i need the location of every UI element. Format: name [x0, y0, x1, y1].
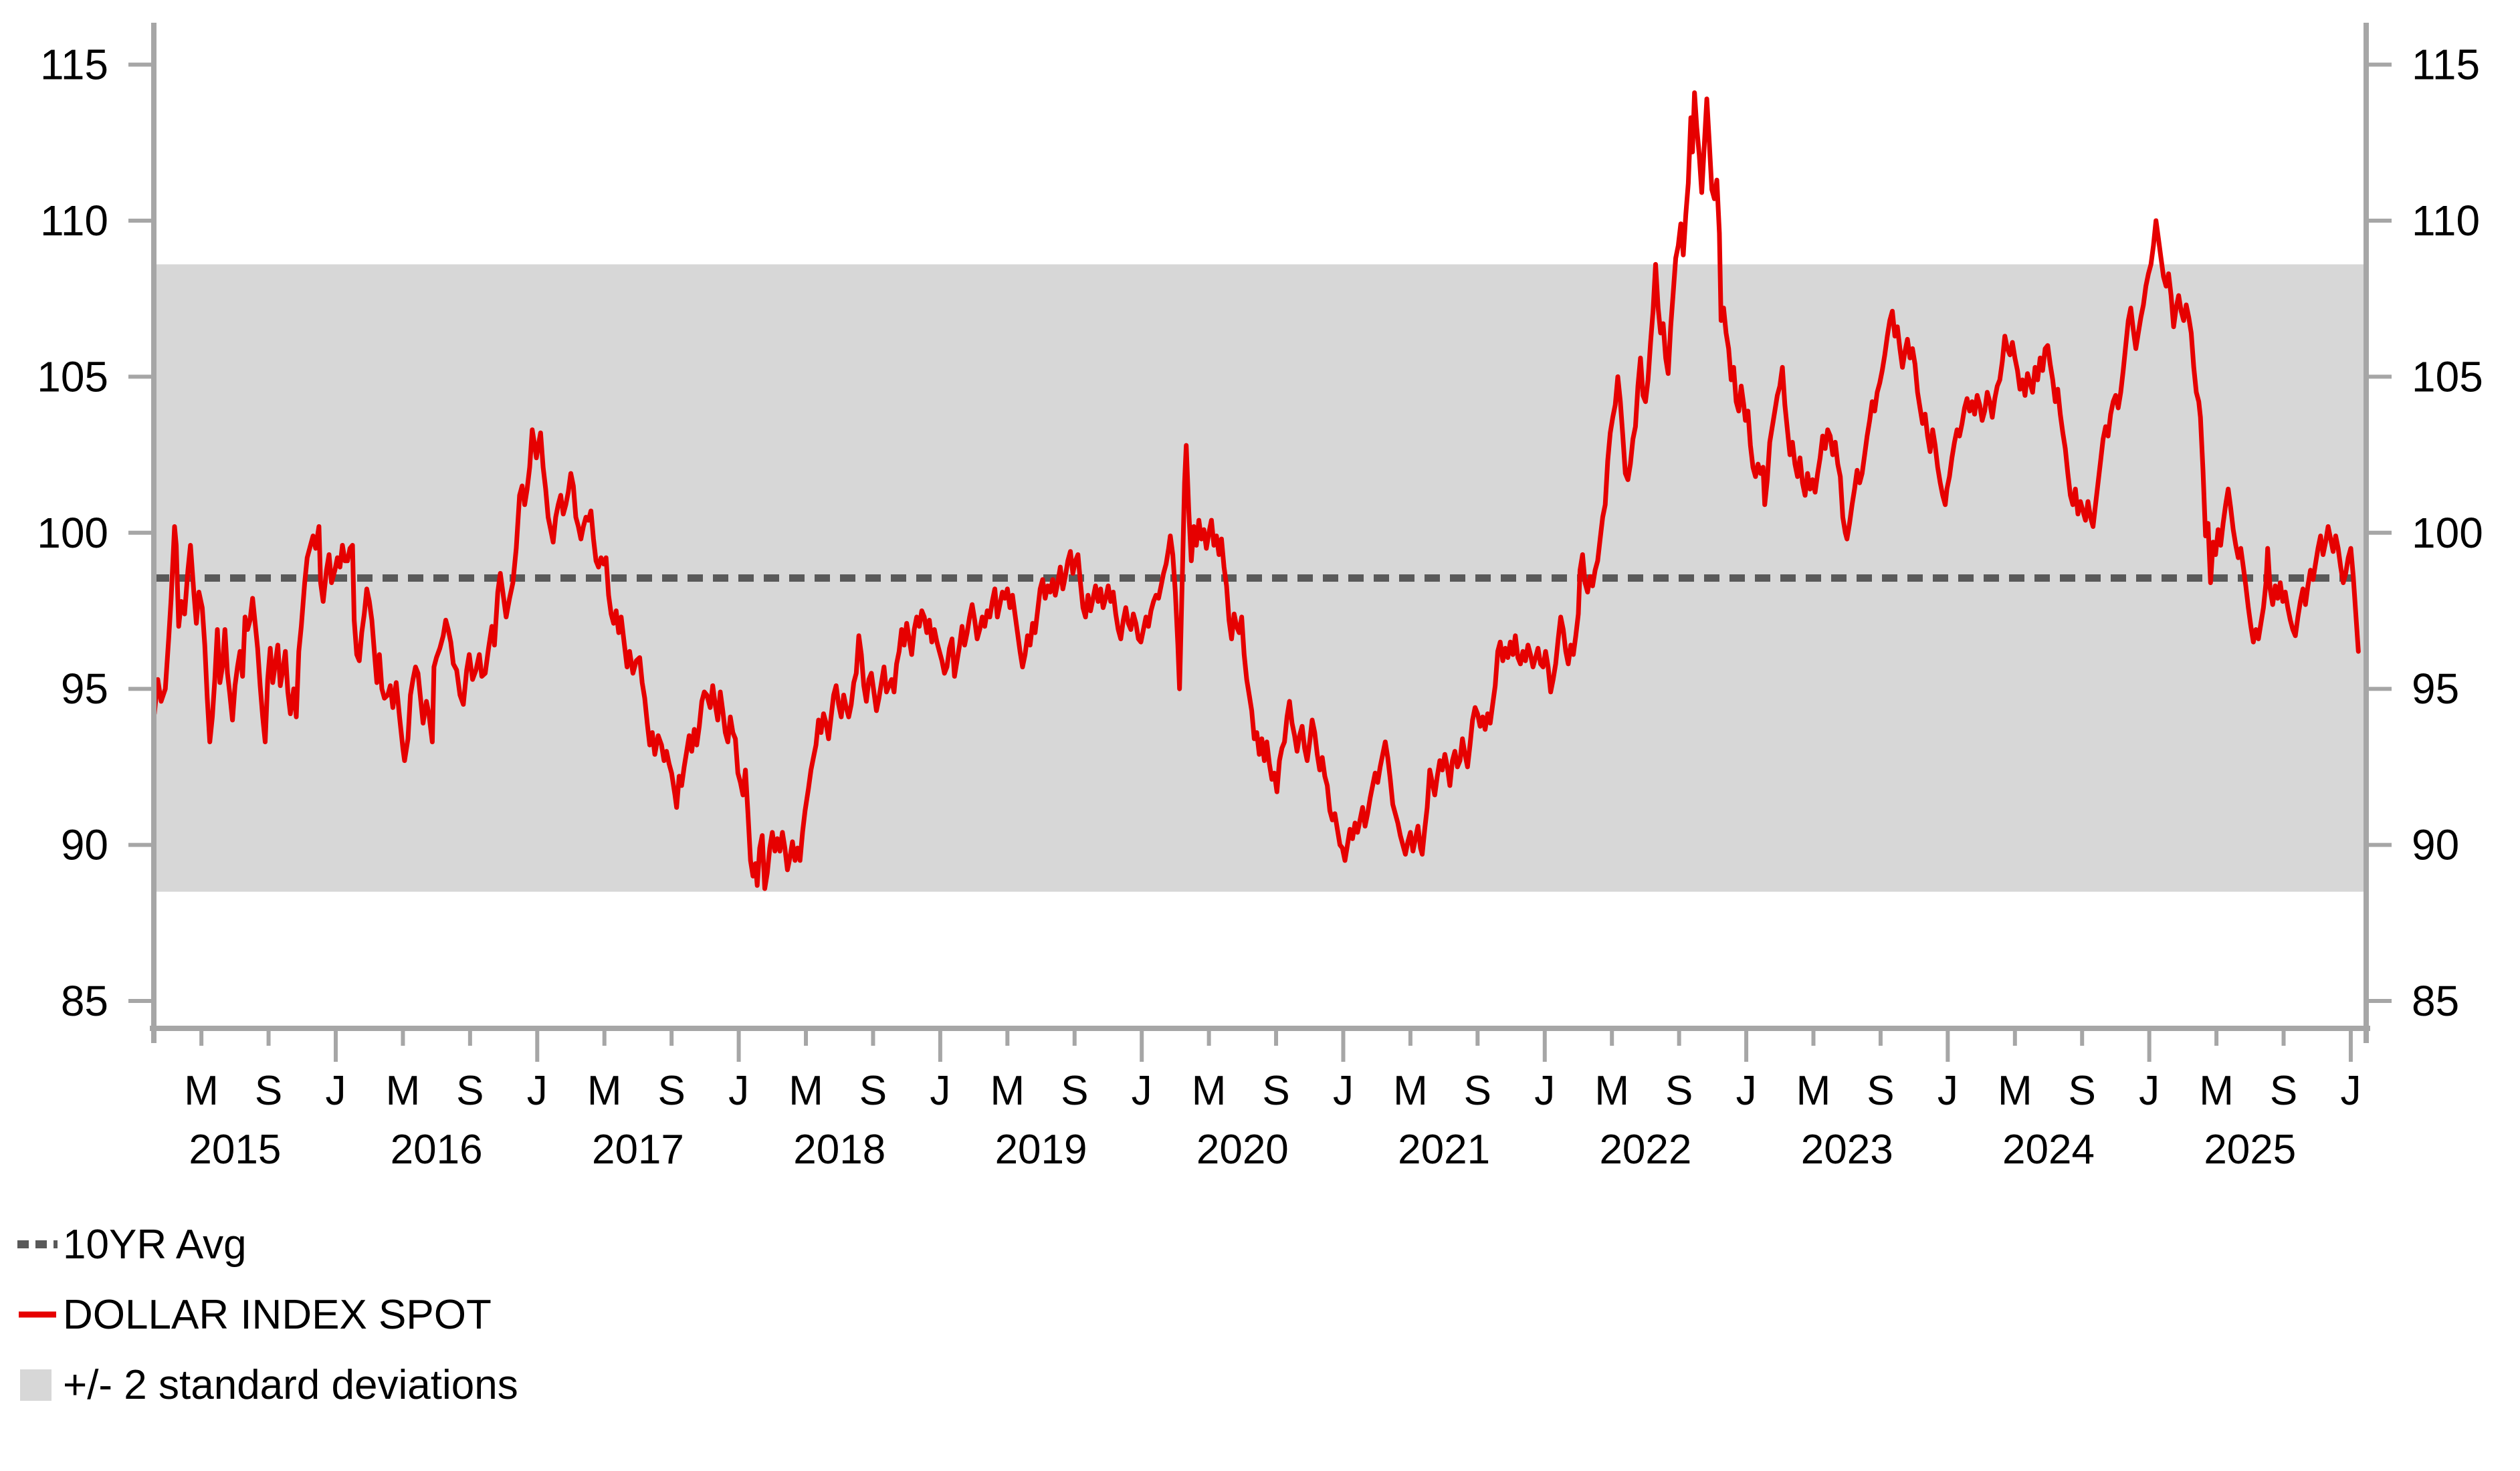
legend-label-10yr-avg: 10YR Avg [63, 1221, 247, 1268]
month-label: S [1262, 1068, 1289, 1114]
month-label: J [1937, 1068, 1958, 1114]
legend-item-dollar-index: DOLLAR INDEX SPOT [16, 1291, 952, 1338]
year-label: 2015 [189, 1127, 281, 1173]
month-label: S [657, 1068, 685, 1114]
month-label: J [2139, 1068, 2160, 1114]
month-label: S [1464, 1068, 1491, 1114]
year-label: 2022 [1599, 1127, 1691, 1173]
year-label: 2021 [1398, 1127, 1490, 1173]
dollar-index-line [152, 90, 2361, 891]
month-label: M [1192, 1068, 1227, 1114]
month-label: J [1132, 1068, 1152, 1114]
month-label: J [1534, 1068, 1555, 1114]
year-label: 2025 [2204, 1127, 2296, 1173]
legend-label-std-band: +/- 2 standard deviations [63, 1361, 518, 1408]
y-tick-label-right: 105 [2412, 352, 2483, 401]
month-label: S [255, 1068, 282, 1114]
year-label: 2020 [1196, 1127, 1289, 1173]
month-label: M [1594, 1068, 1629, 1114]
month-label: M [990, 1068, 1025, 1114]
month-label: J [2340, 1068, 2361, 1114]
y-tick-label-right: 90 [2412, 821, 2459, 869]
year-label: 2019 [995, 1127, 1087, 1173]
dashed-line-swatch [16, 1240, 59, 1249]
month-label: S [2069, 1068, 2096, 1114]
band-square-swatch [16, 1369, 59, 1401]
month-label: J [527, 1068, 548, 1114]
y-tick-label-left: 90 [61, 821, 108, 869]
month-label: J [1736, 1068, 1757, 1114]
month-label: S [1061, 1068, 1088, 1114]
month-label: M [1998, 1068, 2032, 1114]
y-tick-label-left: 85 [61, 977, 108, 1025]
legend: 10YR Avg DOLLAR INDEX SPOT +/- 2 standar… [16, 1221, 952, 1432]
month-label: S [1665, 1068, 1693, 1114]
month-label: S [2270, 1068, 2297, 1114]
legend-item-10yr-avg: 10YR Avg [16, 1221, 952, 1268]
y-tick-label-right: 85 [2412, 977, 2459, 1025]
solid-line-swatch [16, 1310, 59, 1319]
year-label: 2017 [592, 1127, 684, 1173]
y-tick-label-right: 95 [2412, 665, 2459, 713]
month-label: J [930, 1068, 950, 1114]
y-tick-label-right: 100 [2412, 509, 2483, 557]
year-label: 2016 [391, 1127, 483, 1173]
month-label: J [728, 1068, 749, 1114]
year-label: 2018 [793, 1127, 885, 1173]
y-tick-label-right: 110 [2412, 197, 2480, 245]
year-label: 2024 [2002, 1127, 2095, 1173]
month-label: M [1393, 1068, 1428, 1114]
y-tick-label-left: 115 [40, 41, 108, 89]
legend-label-dollar-index: DOLLAR INDEX SPOT [63, 1291, 492, 1338]
y-tick-label-left: 95 [61, 665, 108, 713]
month-label: S [456, 1068, 484, 1114]
y-tick-label-right: 115 [2412, 41, 2480, 89]
month-label: M [789, 1068, 823, 1114]
month-label: M [386, 1068, 421, 1114]
month-label: J [326, 1068, 346, 1114]
y-tick-label-left: 110 [40, 197, 108, 245]
month-label: M [184, 1068, 219, 1114]
month-label: J [1333, 1068, 1354, 1114]
month-label: M [1796, 1068, 1831, 1114]
month-label: S [859, 1068, 887, 1114]
month-label: M [587, 1068, 622, 1114]
month-label: M [2199, 1068, 2234, 1114]
y-tick-label-left: 105 [37, 352, 108, 401]
y-tick-label-left: 100 [37, 509, 108, 557]
month-label: S [1867, 1068, 1894, 1114]
year-label: 2023 [1801, 1127, 1893, 1173]
legend-item-std-band: +/- 2 standard deviations [16, 1361, 952, 1408]
